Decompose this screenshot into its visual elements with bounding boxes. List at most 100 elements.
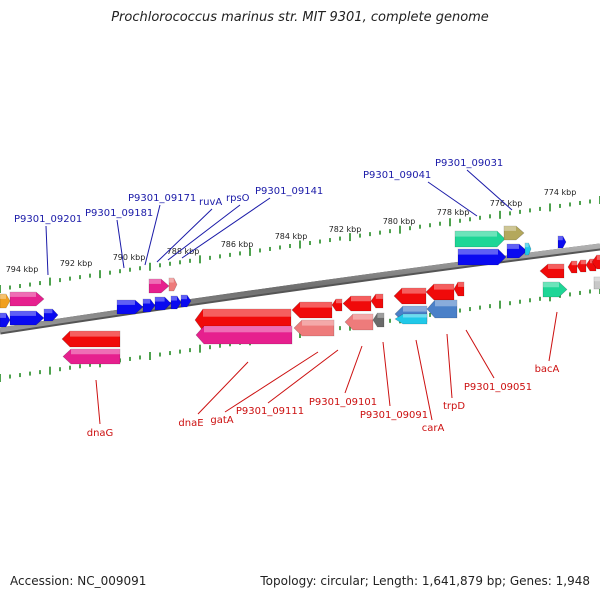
reverse-gene-body bbox=[591, 254, 600, 270]
tick-label: 774 kbp bbox=[544, 188, 577, 197]
reverse-gene-shine bbox=[70, 331, 120, 337]
forward-gene-body bbox=[0, 293, 11, 309]
reverse-gene-body bbox=[593, 276, 600, 290]
reverse-gene-label: carA bbox=[422, 423, 445, 434]
reverse-gene bbox=[344, 313, 374, 331]
forward-gene-label: rpsO bbox=[226, 193, 250, 204]
forward-gene-shine bbox=[504, 226, 516, 231]
reverse-gene-shine bbox=[71, 349, 120, 355]
forward-gene-shine bbox=[143, 299, 151, 304]
reverse-gene bbox=[370, 293, 384, 309]
reverse-gene bbox=[372, 312, 385, 328]
reverse-gene bbox=[195, 325, 293, 345]
reverse-gene-body bbox=[567, 260, 578, 274]
forward-gene-label: P9301_09141 bbox=[255, 186, 323, 197]
reverse-leader-line bbox=[95, 379, 101, 425]
forward-gene-body bbox=[180, 294, 192, 308]
tick-label: 782 kbp bbox=[329, 225, 362, 234]
reverse-gene-shine bbox=[336, 299, 342, 304]
reverse-gene-shine bbox=[458, 282, 464, 287]
forward-gene-body bbox=[9, 310, 45, 326]
reverse-gene-shine bbox=[402, 288, 426, 294]
forward-gene bbox=[9, 310, 45, 326]
forward-gene-shine bbox=[507, 244, 519, 249]
forward-gene bbox=[116, 299, 144, 315]
reverse-gene-shine bbox=[375, 294, 383, 299]
forward-gene bbox=[154, 296, 172, 311]
reverse-gene bbox=[291, 301, 333, 319]
tick-label: 788 kbp bbox=[167, 247, 200, 256]
reverse-gene bbox=[293, 319, 335, 337]
reverse-gene-body bbox=[393, 287, 427, 305]
reverse-gene-shine bbox=[403, 306, 427, 312]
reverse-gene-body bbox=[372, 312, 385, 328]
reverse-gene bbox=[567, 260, 578, 274]
forward-gene-shine bbox=[149, 279, 161, 284]
forward-gene bbox=[180, 294, 192, 308]
forward-gene-label: P9301_09031 bbox=[435, 158, 503, 169]
tick-label: 790 kbp bbox=[113, 253, 146, 262]
forward-gene-body bbox=[503, 225, 525, 241]
reverse-gene-shine bbox=[377, 313, 384, 318]
reverse-leader-line bbox=[465, 329, 495, 379]
reverse-leader-line bbox=[224, 351, 319, 413]
reverse-gene-shine bbox=[203, 309, 291, 317]
forward-gene bbox=[43, 308, 59, 322]
reverse-gene bbox=[62, 348, 121, 365]
reverse-gene-label: trpD bbox=[443, 401, 465, 412]
accession-text: Accession: NC_009091 bbox=[10, 574, 147, 588]
reverse-gene-shine bbox=[403, 314, 427, 318]
forward-gene-shine bbox=[117, 300, 135, 305]
forward-gene bbox=[454, 230, 506, 248]
reverse-gene-body bbox=[344, 313, 374, 331]
forward-gene bbox=[0, 293, 11, 309]
forward-gene-body bbox=[116, 299, 144, 315]
reverse-gene-body bbox=[576, 259, 587, 273]
reverse-gene bbox=[453, 281, 465, 297]
forward-gene bbox=[148, 278, 170, 294]
forward-leader-line bbox=[466, 169, 513, 211]
page-title: Prochlorococcus marinus str. MIT 9301, c… bbox=[111, 10, 489, 25]
reverse-leader-line bbox=[267, 349, 339, 404]
reverse-gene-label: bacA bbox=[535, 364, 560, 375]
reverse-leader-line bbox=[415, 339, 433, 421]
forward-gene-shine bbox=[558, 236, 563, 241]
forward-leader-line bbox=[167, 204, 241, 261]
reverse-gene-shine bbox=[543, 282, 559, 288]
forward-gene-shine bbox=[171, 296, 177, 301]
reverse-gene-shine bbox=[204, 326, 292, 333]
forward-gene bbox=[503, 225, 525, 241]
genome-summary-text: Topology: circular; Length: 1,641,879 bp… bbox=[260, 574, 590, 588]
reverse-gene bbox=[331, 298, 343, 312]
reverse-gene-body bbox=[195, 325, 293, 345]
tick-label: 780 kbp bbox=[383, 217, 416, 226]
reverse-gene-label: P9301_09101 bbox=[309, 397, 377, 408]
reverse-gene-shine bbox=[435, 300, 457, 307]
reverse-gene bbox=[593, 276, 600, 290]
forward-gene-label: P9301_09041 bbox=[363, 170, 431, 181]
reverse-gene-label: P9301_09111 bbox=[236, 406, 304, 417]
tick-label: 794 kbp bbox=[6, 265, 39, 274]
reverse-leader-line bbox=[197, 361, 249, 415]
reverse-gene bbox=[426, 299, 458, 319]
reverse-gene-body bbox=[62, 348, 121, 365]
reverse-gene-shine bbox=[300, 302, 332, 308]
forward-leader-line bbox=[45, 225, 49, 276]
reverse-gene-shine bbox=[596, 255, 600, 260]
tick-label: 784 kbp bbox=[275, 232, 308, 241]
forward-gene-body bbox=[457, 248, 507, 266]
reverse-gene-body bbox=[342, 295, 372, 312]
reverse-gene-shine bbox=[302, 320, 334, 326]
forward-gene-body bbox=[148, 278, 170, 294]
forward-gene bbox=[506, 243, 528, 259]
tick-label: 792 kbp bbox=[60, 259, 93, 268]
reverse-gene-label: gatA bbox=[210, 415, 233, 426]
reverse-gene bbox=[539, 263, 565, 279]
forward-leader-line bbox=[116, 219, 125, 269]
reverse-gene bbox=[576, 259, 587, 273]
forward-gene bbox=[0, 312, 11, 328]
forward-gene-body bbox=[43, 308, 59, 322]
forward-gene-label: P9301_09171 bbox=[128, 193, 196, 204]
